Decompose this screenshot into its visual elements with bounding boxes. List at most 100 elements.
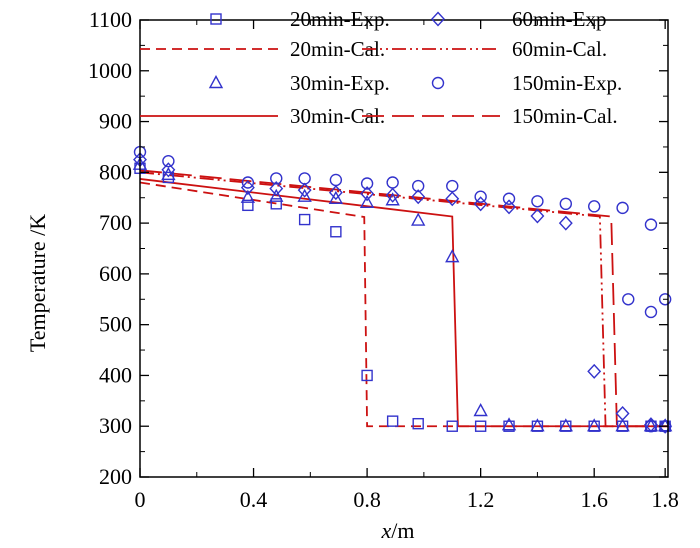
data-point — [530, 418, 545, 432]
data-point — [658, 293, 672, 306]
data-point — [587, 363, 602, 379]
data-point — [530, 208, 545, 224]
y-tick-label: 500 — [99, 312, 132, 337]
data-point — [559, 197, 573, 211]
x-axis-title: x/m — [381, 518, 415, 543]
data-point — [531, 195, 544, 208]
legend-entry: 30min-Exp. — [208, 71, 390, 95]
data-point — [329, 173, 343, 187]
data-point — [644, 420, 658, 433]
data-point — [386, 415, 399, 427]
legend-label: 150min-Cal. — [512, 104, 618, 128]
data-point — [644, 218, 658, 231]
data-point — [622, 293, 635, 306]
data-point — [503, 420, 515, 432]
x-tick-label: 1.8 — [651, 487, 679, 512]
data-point — [501, 417, 517, 431]
data-point — [270, 172, 283, 185]
data-point — [297, 182, 312, 198]
data-point — [386, 176, 399, 189]
data-point — [473, 403, 488, 417]
y-tick-label: 700 — [99, 210, 132, 235]
data-point — [241, 176, 255, 189]
data-point — [360, 177, 374, 190]
data-point — [412, 417, 424, 430]
data-point — [446, 179, 459, 193]
legend-entry: 20min-Cal. — [140, 37, 385, 61]
data-point — [269, 181, 284, 197]
data-point — [242, 199, 254, 212]
data-point — [411, 179, 425, 193]
legend-label: 60min-Exp — [512, 7, 607, 31]
x-tick-label: 0.4 — [240, 487, 268, 512]
exp-series-150min-exp- — [644, 305, 658, 319]
x-tick-label: 1.6 — [580, 487, 608, 512]
data-point — [445, 249, 460, 263]
data-point — [161, 162, 176, 178]
cal-series-150min-cal- — [139, 169, 668, 428]
data-point — [558, 418, 573, 432]
y-tick-label: 900 — [99, 109, 132, 134]
legend-label: 60min-Cal. — [512, 37, 607, 61]
data-point — [473, 196, 488, 212]
data-point — [360, 186, 375, 202]
data-point — [616, 201, 629, 215]
data-point — [411, 189, 426, 205]
data-point — [615, 418, 630, 432]
data-point — [502, 192, 516, 205]
legend-label: 30min-Exp. — [290, 71, 390, 95]
x-tick-label: 0.8 — [353, 487, 381, 512]
legend-entry: 20min-Exp. — [210, 7, 390, 31]
y-tick-label: 600 — [99, 261, 132, 286]
x-axis-variable: x — [381, 518, 392, 543]
data-point — [474, 190, 487, 203]
legend: 20min-Exp. 60min-Exp 20min-Cal. 60min-Cal. 3… — [140, 7, 622, 128]
data-point — [269, 188, 284, 202]
data-point — [587, 200, 601, 213]
data-point — [328, 190, 344, 204]
data-point — [615, 405, 630, 422]
y-axis-title: Temperature /K — [25, 214, 50, 352]
legend-marker — [208, 75, 224, 89]
legend-entry: 60min-Exp — [431, 7, 607, 31]
data-point — [558, 215, 573, 231]
y-tick-label: 1100 — [89, 7, 132, 32]
legend-label: 20min-Exp. — [290, 7, 390, 31]
data-point — [411, 212, 426, 226]
data-point — [328, 185, 343, 201]
plot-layer — [132, 145, 673, 434]
data-point — [587, 418, 602, 432]
data-point — [658, 418, 673, 434]
legend-entry: 150min-Cal. — [362, 104, 618, 128]
y-tick-label: 300 — [99, 413, 132, 438]
data-point — [330, 226, 342, 238]
data-point — [361, 369, 373, 382]
data-point — [385, 187, 400, 203]
legend-marker — [431, 11, 445, 27]
legend-entry: 60min-Cal. — [362, 37, 607, 61]
data-point — [270, 198, 282, 210]
cal-series-20min-cal- — [139, 181, 668, 428]
x-axis-unit: /m — [391, 518, 414, 543]
x-tick-label: 0 — [135, 487, 146, 512]
y-tick-label: 200 — [99, 464, 132, 489]
legend-entry: 30min-Cal. — [140, 104, 385, 128]
data-point — [445, 191, 460, 207]
exp-series-30min-exp- — [132, 156, 673, 432]
legend-label: 150min-Exp. — [512, 71, 622, 95]
y-tick-label: 800 — [99, 159, 132, 184]
data-point — [298, 213, 311, 226]
data-point — [297, 188, 312, 202]
data-point — [162, 154, 175, 168]
exp-series-60min-exp — [133, 152, 673, 434]
y-tick-label: 1000 — [88, 58, 132, 83]
data-point — [298, 172, 311, 185]
axes-layer: 200 300 400 500 600 700 800 900 1000 1100 0 0.4 0.8 1… — [88, 7, 679, 512]
data-point — [446, 420, 458, 432]
data-point — [502, 199, 516, 215]
legend-marker — [210, 13, 222, 25]
legend-marker — [431, 76, 445, 90]
data-point — [644, 305, 658, 319]
exp-series-150min-exp- — [133, 145, 672, 306]
